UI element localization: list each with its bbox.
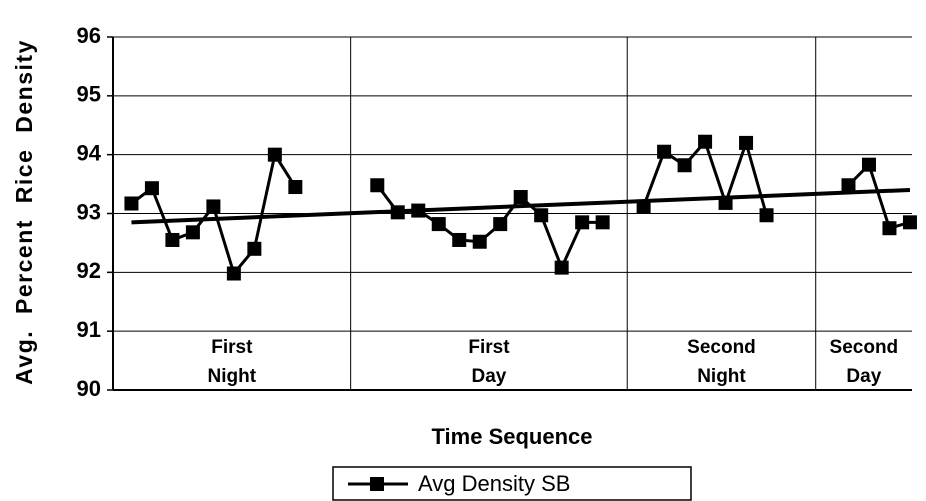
data-point <box>595 215 610 230</box>
data-point <box>267 147 282 162</box>
data-point <box>902 215 917 230</box>
data-point <box>472 234 487 249</box>
series-line <box>130 150 297 277</box>
data-point <box>861 157 876 172</box>
data-point <box>657 144 672 159</box>
y-tick-label: 92 <box>77 258 101 283</box>
y-tick-label: 90 <box>77 376 101 401</box>
data-point <box>841 178 856 193</box>
data-point <box>698 134 713 149</box>
y-tick-label: 94 <box>77 140 102 165</box>
data-point <box>124 196 139 211</box>
data-point <box>185 225 200 240</box>
data-point <box>575 215 590 230</box>
x-axis-label: Time Sequence <box>432 424 593 449</box>
data-point <box>452 232 467 247</box>
data-point <box>165 232 180 247</box>
data-point <box>390 205 405 220</box>
data-point <box>636 199 651 214</box>
series-line <box>376 184 603 272</box>
data-point <box>288 180 303 195</box>
y-tick-label: 91 <box>77 317 101 342</box>
data-point <box>718 195 733 210</box>
data-point <box>431 217 446 232</box>
data-point <box>370 178 385 193</box>
section-label: Day <box>472 366 507 387</box>
data-point <box>534 208 549 223</box>
section-label: Second <box>687 337 756 358</box>
y-tick-label: 95 <box>77 82 101 107</box>
data-point <box>513 190 528 205</box>
data-point <box>739 135 754 150</box>
data-point <box>677 158 692 173</box>
data-point <box>206 199 221 214</box>
y-tick-label: 93 <box>77 199 101 224</box>
legend-label: Avg Density SB <box>418 471 570 496</box>
data-point <box>226 266 241 281</box>
data-point <box>144 181 159 196</box>
data-point <box>493 217 508 232</box>
section-label: First <box>468 337 510 358</box>
section-label: Second <box>830 337 899 358</box>
data-point <box>882 221 897 236</box>
y-axis-label: Avg. Percent Rice Density <box>11 39 37 385</box>
y-tick-label: 96 <box>77 23 101 48</box>
series-line <box>847 161 911 231</box>
section-label: Night <box>697 366 746 387</box>
section-label: First <box>211 337 253 358</box>
legend-marker <box>370 477 384 491</box>
section-label: Night <box>208 366 257 387</box>
section-label: Day <box>846 366 881 387</box>
data-point <box>411 203 426 218</box>
data-point <box>554 260 569 275</box>
data-point <box>247 241 262 256</box>
data-point <box>759 208 774 223</box>
